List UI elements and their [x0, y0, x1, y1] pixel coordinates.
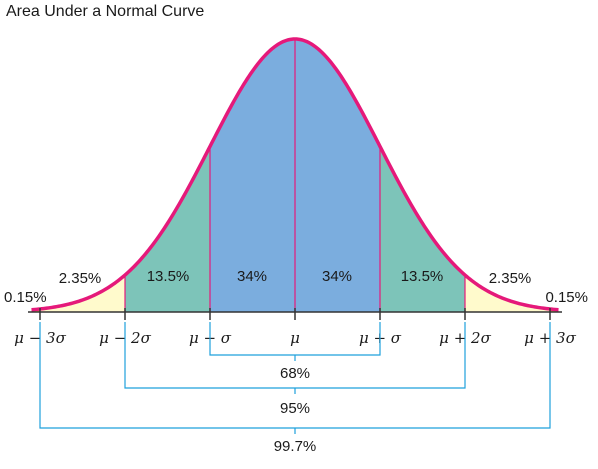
region-6 — [465, 275, 550, 312]
tick-label-3: μ — [290, 329, 300, 347]
region-label-1: 2.35% — [59, 270, 102, 287]
region-label-7: 0.15% — [545, 289, 588, 306]
region-label-5: 13.5% — [401, 268, 444, 285]
bracket-label-1: 95% — [280, 400, 310, 417]
region-1 — [40, 275, 125, 312]
normal-curve — [31, 37, 559, 312]
bracket-label-0: 68% — [280, 365, 310, 382]
region-label-3: 34% — [237, 268, 267, 285]
bracket-label-2: 99.7% — [274, 438, 317, 455]
diagram-title: Area Under a Normal Curve — [6, 3, 205, 20]
region-label-0: 0.15% — [4, 289, 47, 306]
region-label-4: 34% — [322, 268, 352, 285]
region-label-6: 2.35% — [489, 270, 532, 287]
region-label-2: 13.5% — [147, 268, 190, 285]
